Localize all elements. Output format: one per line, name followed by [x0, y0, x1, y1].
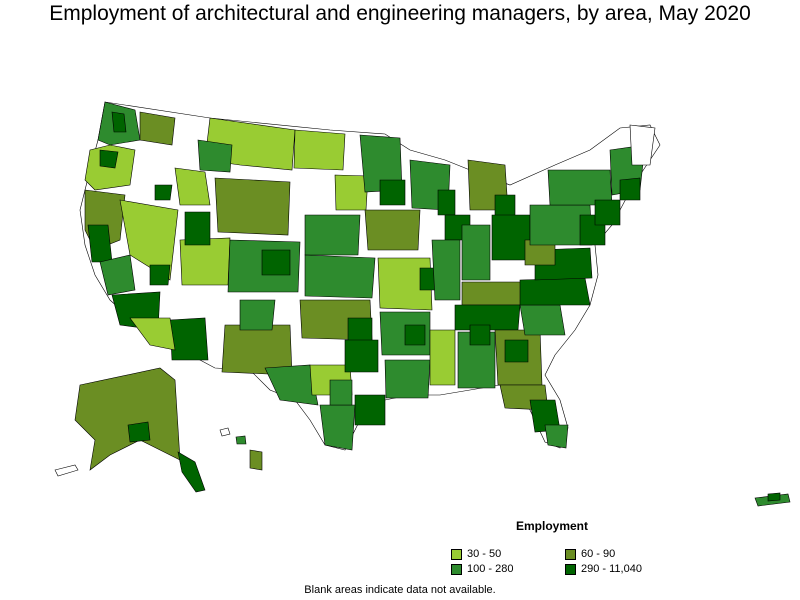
region-florida-south: [544, 424, 569, 449]
region-boston: [619, 177, 641, 201]
region-texas-west: [264, 364, 319, 406]
region-huntsville: [469, 324, 491, 346]
region-denver: [261, 249, 291, 276]
us-mainland: [79, 101, 661, 451]
legend-label: 30 - 50: [467, 548, 502, 560]
region-alaska: [74, 367, 181, 471]
map-title: Employment of architectural and engineer…: [49, 2, 751, 25]
legend-item-290-11040: 290 - 11,040: [565, 563, 642, 575]
region-alaska-islands: [54, 464, 79, 477]
puerto-rico: [754, 492, 791, 507]
legend-label: 60 - 90: [581, 548, 616, 560]
region-seattle: [111, 111, 127, 133]
region-hawaii-3: [249, 449, 263, 471]
region-kansas: [304, 254, 376, 299]
legend-swatch: [565, 548, 576, 560]
alaska: [54, 367, 206, 493]
region-montana-west: [197, 139, 233, 173]
region-salt-lake: [184, 211, 211, 246]
region-minneapolis: [379, 179, 406, 206]
region-milwaukee: [437, 189, 456, 216]
legend-swatch: [451, 548, 462, 560]
region-indiana: [461, 224, 491, 281]
region-mississippi: [429, 329, 456, 386]
region-idaho-south: [174, 167, 211, 206]
region-ohio: [491, 214, 531, 261]
region-wyoming: [214, 177, 291, 236]
legend-item-100-280: 100 - 280: [451, 563, 513, 575]
region-nyc: [594, 199, 621, 226]
legend-title: Employment: [516, 519, 589, 533]
region-maine: [629, 124, 656, 166]
region-north-carolina: [519, 277, 591, 306]
legend-label: 100 - 280: [467, 563, 514, 575]
region-north-dakota: [293, 129, 346, 171]
region-anchorage: [127, 421, 151, 443]
region-south-carolina: [519, 304, 566, 336]
region-reno: [149, 264, 171, 286]
region-albuquerque: [239, 299, 276, 331]
region-louisiana: [384, 359, 431, 399]
region-houston: [354, 394, 386, 426]
region-hawaii-1: [219, 427, 231, 437]
region-nebraska: [304, 214, 361, 256]
region-nevada: [119, 199, 179, 281]
region-san-juan: [767, 492, 781, 502]
region-dallas: [344, 339, 379, 373]
region-little-rock: [404, 324, 426, 346]
hawaii: [219, 427, 263, 471]
legend-item-60-90: 60 - 90: [565, 548, 615, 560]
region-phoenix: [169, 317, 209, 361]
legend-swatch: [565, 563, 576, 575]
region-portland: [99, 149, 119, 169]
region-austin: [329, 379, 353, 406]
region-arizona: [129, 317, 176, 351]
region-hawaii-2: [235, 435, 247, 445]
region-illinois: [431, 239, 461, 301]
footnote: Blank areas indicate data not available.: [304, 584, 496, 596]
region-iowa: [364, 209, 421, 251]
region-missouri: [377, 257, 433, 311]
region-boise: [154, 184, 173, 201]
legend-swatch: [451, 563, 462, 575]
legend-item-30-50: 30 - 50: [451, 548, 501, 560]
region-alaska-se: [177, 451, 206, 493]
region-california-central: [99, 254, 136, 296]
region-atlanta: [504, 339, 529, 363]
region-idaho-north: [139, 111, 176, 146]
region-texas-south: [319, 404, 356, 451]
region-bay-area: [87, 224, 113, 263]
legend-label: 290 - 11,040: [581, 563, 642, 575]
region-south-dakota: [334, 174, 369, 211]
